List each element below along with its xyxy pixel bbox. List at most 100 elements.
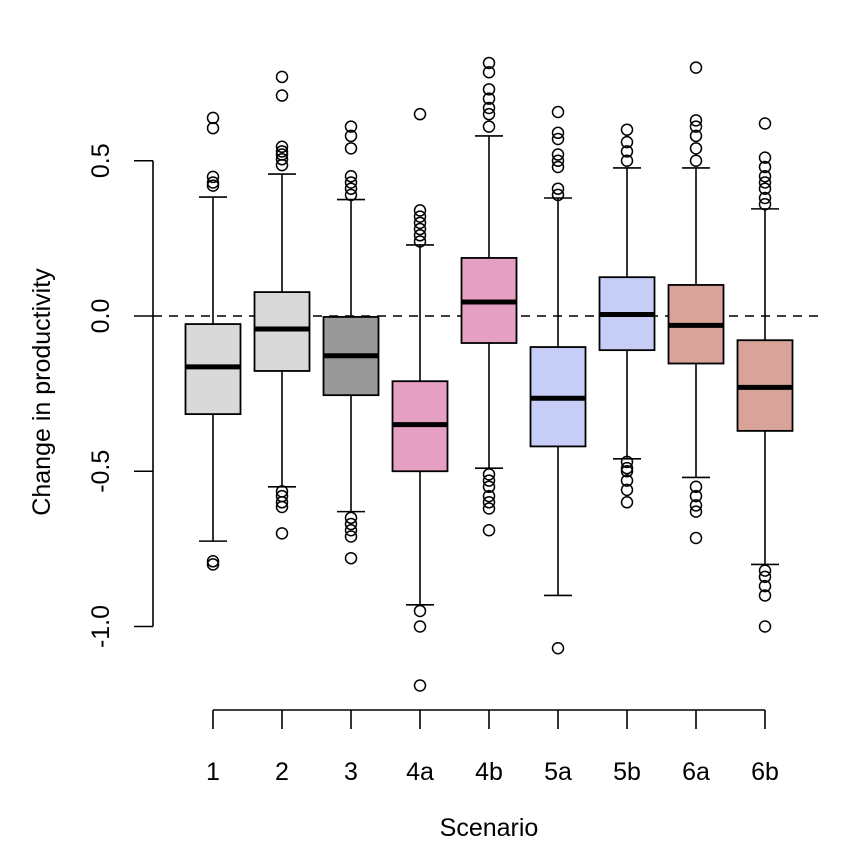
outlier-point (620, 455, 634, 469)
outlier-point (275, 89, 289, 102)
outlier-point (482, 66, 496, 79)
x-tick-label: 6b (751, 758, 779, 786)
x-tick-label: 4a (406, 758, 434, 786)
outlier-point (413, 210, 427, 223)
outlier-point (482, 480, 496, 494)
outlier-point (413, 604, 427, 618)
outlier-point (620, 461, 634, 475)
outlier-point (620, 135, 634, 149)
y-tick-label: 0.5 (87, 143, 115, 178)
box-group (736, 117, 794, 633)
outlier-point (689, 499, 703, 512)
outlier-point (344, 129, 358, 143)
x-tick-label: 5a (544, 758, 572, 786)
box-group (667, 61, 725, 545)
x-tick-label: 6a (682, 758, 710, 786)
box-group (598, 123, 656, 509)
outlier-point (620, 496, 634, 509)
outlier-point (275, 152, 289, 166)
outlier-point (689, 480, 703, 494)
outlier-point (275, 70, 289, 84)
outlier-point (689, 114, 703, 127)
outlier-point (551, 126, 565, 140)
outlier-point (275, 140, 289, 154)
outlier-point (689, 61, 703, 74)
outlier-point (413, 229, 427, 242)
outlier-point (344, 170, 358, 183)
outlier-point (206, 121, 220, 135)
outlier-point (275, 158, 289, 172)
outlier-point (551, 641, 565, 655)
outlier-point (758, 191, 772, 205)
outlier-point (551, 182, 565, 195)
outlier-point (206, 555, 220, 568)
y-axis-label: Change in productivity (28, 268, 56, 516)
outlier-point (758, 117, 772, 130)
box-group (529, 105, 587, 655)
y-axis: 0.5 0.0 -0.5 -1.0 (87, 143, 154, 648)
outlier-point (482, 107, 496, 121)
outlier-point (758, 579, 772, 593)
outlier-point (758, 570, 772, 584)
outlier-point (551, 148, 565, 161)
outlier-point (413, 204, 427, 217)
outlier-point (551, 105, 565, 119)
outlier-point (206, 170, 220, 184)
outlier-point (689, 120, 703, 133)
outlier-point (482, 523, 496, 537)
outlier-point (482, 56, 496, 70)
outlier-point (344, 530, 358, 543)
box-group (322, 120, 380, 565)
x-tick-label: 2 (275, 758, 289, 786)
box-group (253, 70, 311, 540)
box-group (391, 107, 449, 692)
outlier-point (758, 564, 772, 577)
outlier-point (689, 531, 703, 545)
outlier-point (620, 465, 634, 478)
outlier-point (758, 620, 772, 633)
outlier-point (413, 235, 427, 248)
x-axis-label: Scenario (440, 814, 539, 842)
outlier-point (344, 120, 358, 133)
outlier-point (482, 101, 496, 115)
outlier-point (413, 620, 427, 633)
outlier-point (206, 179, 220, 192)
outlier-point (620, 123, 634, 136)
outlier-point (482, 489, 496, 503)
outlier-point (344, 182, 358, 195)
outlier-point (275, 145, 289, 158)
outlier-point (689, 129, 703, 143)
outlier-point (413, 222, 427, 236)
outlier-point (275, 496, 289, 509)
outlier-point (689, 154, 703, 167)
outlier-point (482, 474, 496, 487)
x-tick-label: 1 (206, 758, 220, 786)
outlier-point (620, 474, 634, 487)
box-group (184, 111, 242, 571)
outlier-point (275, 527, 289, 540)
outlier-point (758, 151, 772, 164)
outlier-point (344, 511, 358, 525)
outlier-point (482, 496, 496, 509)
outlier-point (758, 170, 772, 183)
box-group (460, 56, 518, 537)
outlier-point (551, 132, 565, 146)
outlier-point (620, 483, 634, 497)
outlier-point (551, 160, 565, 174)
outlier-point (482, 120, 496, 133)
outlier-point (206, 176, 220, 189)
outlier-point (620, 154, 634, 167)
outlier-point (758, 589, 772, 602)
x-tick-label: 3 (344, 758, 358, 786)
outlier-point (482, 468, 496, 481)
outlier-point (413, 216, 427, 230)
outlier-point (344, 142, 358, 155)
outlier-point (344, 176, 358, 189)
outlier-point (758, 182, 772, 195)
outlier-point (413, 679, 427, 692)
outlier-point (206, 111, 220, 125)
outlier-point (689, 142, 703, 155)
outlier-point (758, 176, 772, 189)
boxes-layer (184, 56, 794, 692)
outlier-point (482, 502, 496, 515)
